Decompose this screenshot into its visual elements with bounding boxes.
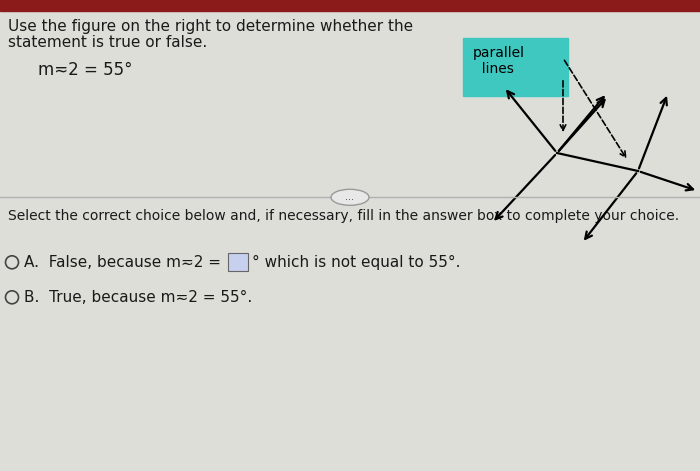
Text: B.  True, because m≂2 = 55°.: B. True, because m≂2 = 55°. — [24, 290, 252, 305]
Text: statement is true or false.: statement is true or false. — [8, 35, 207, 50]
Text: ° which is not equal to 55°.: ° which is not equal to 55°. — [252, 255, 461, 270]
Bar — [0, 0, 700, 11]
Circle shape — [6, 291, 18, 304]
Bar — [228, 253, 248, 271]
Ellipse shape — [331, 189, 369, 205]
Text: m≂2 = 55°: m≂2 = 55° — [38, 61, 132, 79]
Bar — [463, 38, 568, 96]
Text: ...: ... — [346, 192, 354, 203]
Text: Use the figure on the right to determine whether the: Use the figure on the right to determine… — [8, 19, 413, 34]
Text: Select the correct choice below and, if necessary, fill in the answer box to com: Select the correct choice below and, if … — [8, 209, 679, 223]
Text: parallel
  lines: parallel lines — [473, 46, 525, 76]
Circle shape — [6, 256, 18, 269]
Text: A.  False, because m≂2 =: A. False, because m≂2 = — [24, 255, 226, 270]
